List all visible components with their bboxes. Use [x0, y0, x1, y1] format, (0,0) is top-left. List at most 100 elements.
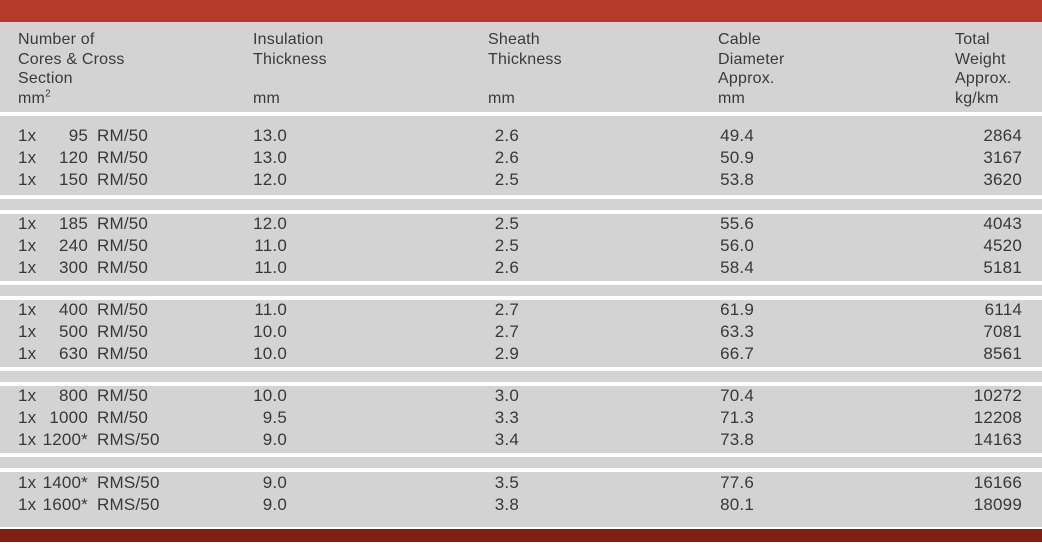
header-text: Diameter [718, 51, 785, 68]
header-text: Sheath [488, 31, 540, 48]
cell-cable-diameter: 77.6 [720, 473, 754, 492]
cell-insulation-thickness: 10.0 [253, 322, 287, 341]
cell-core-prefix: 1x [18, 300, 37, 319]
header-weight-unit: kg/km [955, 89, 999, 108]
cell-core-size: 95 [68, 126, 88, 145]
cell-core-prefix: 1x [18, 344, 37, 363]
cell-core-type: RM/50 [97, 214, 149, 233]
cell-sheath-thickness: 2.5 [494, 170, 519, 189]
cell-core-type: RM/50 [97, 344, 149, 363]
cell-insulation-thickness: 13.0 [253, 148, 287, 167]
cell-insulation-thickness: 11.0 [254, 236, 287, 255]
group-separator-line [0, 112, 1042, 116]
header-text: Section [18, 70, 73, 87]
group-separator-line [0, 281, 1042, 285]
header-diameter-line: Diameter [718, 50, 785, 69]
cell-cable-diameter: 55.6 [720, 214, 754, 233]
cell-core-prefix: 1x [18, 258, 37, 277]
cell-cable-diameter: 53.8 [720, 170, 754, 189]
header-cores-unit: mm2 [18, 89, 51, 108]
cell-sheath-thickness: 3.3 [494, 408, 519, 427]
cell-total-weight: 14163 [973, 430, 1022, 449]
table-row: 1x 300 RM/50 11.0 2.6 58.4 5181 [0, 257, 1042, 279]
cell-core-prefix: 1x [18, 322, 37, 341]
cell-core-prefix: 1x [18, 473, 37, 492]
cell-total-weight: 7081 [983, 322, 1022, 341]
cell-core-prefix: 1x [18, 408, 37, 427]
group-separator-line [0, 195, 1042, 199]
cell-total-weight: 12208 [973, 408, 1022, 427]
group-separator-line [0, 210, 1042, 214]
cell-core-size: 300 [59, 258, 88, 277]
cell-sheath-thickness: 2.6 [494, 126, 519, 145]
header-text: kg/km [955, 90, 999, 107]
cell-core-size: 1200* [42, 430, 88, 449]
table-row: 1x 800 RM/50 10.0 3.0 70.4 10272 [0, 385, 1042, 407]
cell-core-size: 400 [59, 300, 88, 319]
top-accent-bar [0, 0, 1042, 22]
table-row: 1x 400 RM/50 11.0 2.7 61.9 6114 [0, 299, 1042, 321]
cell-sheath-thickness: 3.8 [494, 495, 519, 514]
group-separator-line [0, 382, 1042, 386]
header-insulation-unit: mm [253, 89, 280, 108]
cell-insulation-thickness: 9.0 [262, 473, 287, 492]
header-sheath-line: Thickness [488, 50, 562, 69]
header-text: mm [718, 90, 746, 107]
cell-core-size: 150 [59, 170, 88, 189]
cell-total-weight: 4520 [983, 236, 1022, 255]
header-text: Number of [18, 31, 95, 48]
cell-insulation-thickness: 10.0 [253, 386, 287, 405]
header-diameter-line: Approx. [718, 69, 775, 88]
cell-core-size: 630 [59, 344, 88, 363]
table-row: 1x 1000 RM/50 9.5 3.3 71.3 12208 [0, 407, 1042, 429]
cell-total-weight: 8561 [983, 344, 1022, 363]
cell-core-size: 1400* [42, 473, 88, 492]
cell-cable-diameter: 80.1 [720, 495, 754, 514]
cell-core-size: 120 [59, 148, 88, 167]
header-text: mm [253, 90, 281, 107]
cell-insulation-thickness: 12.0 [253, 214, 287, 233]
cell-core-type: RM/50 [97, 126, 149, 145]
cell-cable-diameter: 71.3 [720, 408, 754, 427]
cell-core-type: RMS/50 [97, 473, 160, 492]
header-weight-line: Weight [955, 50, 1006, 69]
table-row: 1x 240 RM/50 11.0 2.5 56.0 4520 [0, 235, 1042, 257]
header-text: Cores & Cross [18, 51, 125, 68]
cell-core-prefix: 1x [18, 386, 37, 405]
cell-sheath-thickness: 3.0 [494, 386, 519, 405]
group-separator-line [0, 468, 1042, 472]
header-text: Insulation [253, 31, 324, 48]
cell-core-prefix: 1x [18, 495, 37, 514]
cell-insulation-thickness: 11.0 [254, 300, 287, 319]
group-separator-line [0, 367, 1042, 371]
cell-sheath-thickness: 2.6 [494, 258, 519, 277]
cell-total-weight: 3167 [983, 148, 1022, 167]
table-row: 1x 630 RM/50 10.0 2.9 66.7 8561 [0, 343, 1042, 365]
header-cores-line: Section [18, 69, 73, 88]
unit-superscript: 2 [45, 88, 51, 100]
cell-cable-diameter: 50.9 [720, 148, 754, 167]
table-row: 1x 1600* RMS/50 9.0 3.8 80.1 18099 [0, 494, 1042, 516]
cell-sheath-thickness: 2.5 [494, 236, 519, 255]
cell-insulation-thickness: 11.0 [254, 258, 287, 277]
header-cores-line: Cores & Cross [18, 50, 125, 69]
cell-core-type: RM/50 [97, 148, 149, 167]
cell-core-size: 500 [59, 322, 88, 341]
cell-core-type: RMS/50 [97, 495, 160, 514]
cell-cable-diameter: 58.4 [720, 258, 754, 277]
table-row: 1x 95 RM/50 13.0 2.6 49.4 2864 [0, 125, 1042, 147]
group-separator-line [0, 453, 1042, 457]
cell-sheath-thickness: 2.7 [494, 322, 519, 341]
header-text: Approx. [955, 70, 1012, 87]
cell-core-type: RM/50 [97, 386, 149, 405]
cell-core-size: 800 [59, 386, 88, 405]
header-text: Total [955, 31, 990, 48]
cell-total-weight: 3620 [983, 170, 1022, 189]
cell-core-type: RM/50 [97, 300, 149, 319]
cell-core-prefix: 1x [18, 236, 37, 255]
header-text: Cable [718, 31, 761, 48]
cell-insulation-thickness: 9.0 [262, 495, 287, 514]
cell-core-prefix: 1x [18, 214, 37, 233]
cell-sheath-thickness: 2.5 [494, 214, 519, 233]
